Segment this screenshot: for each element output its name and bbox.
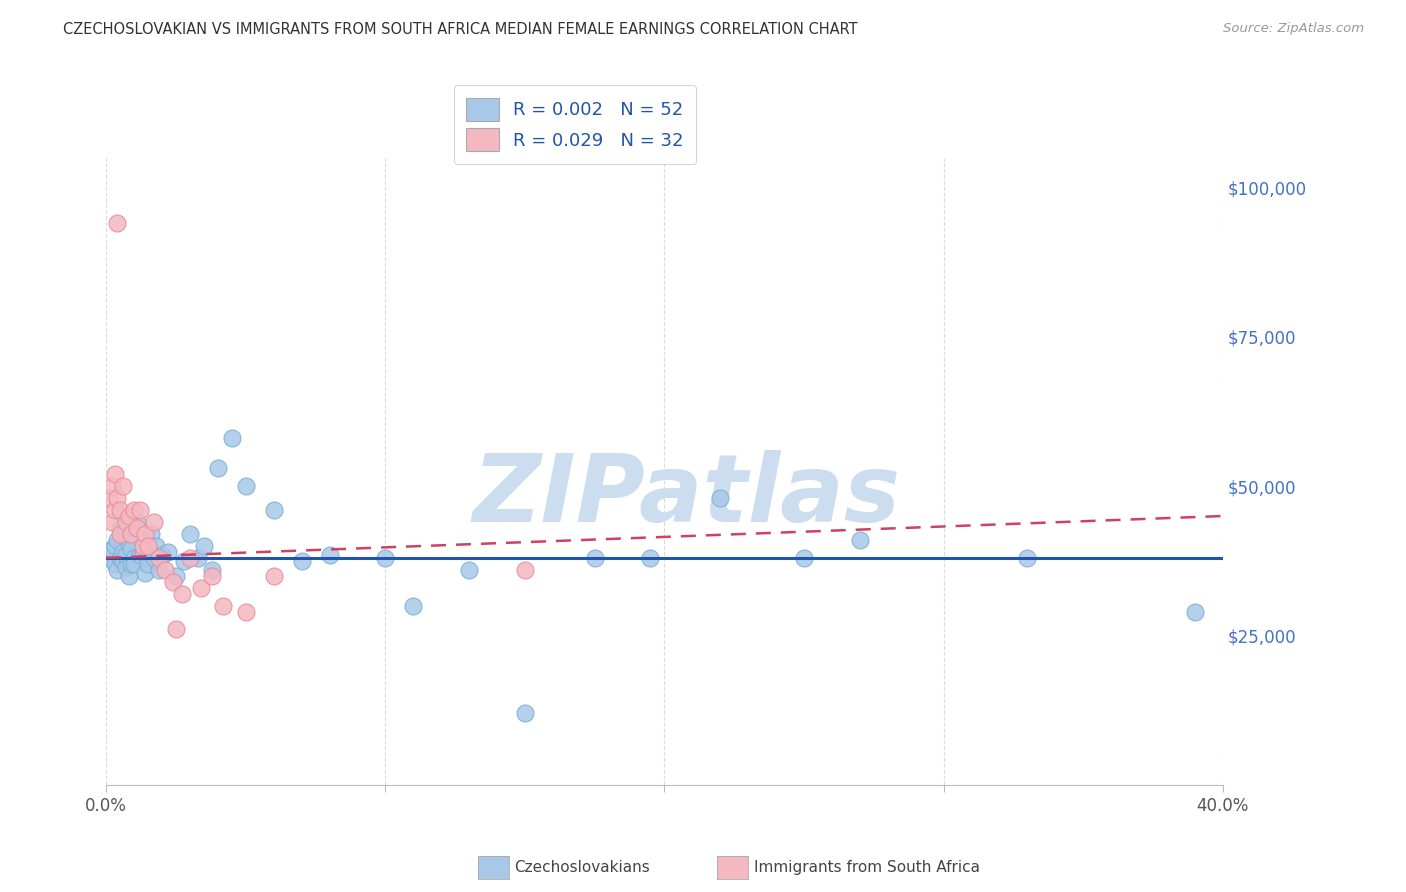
Point — [107, 563, 129, 577]
Point — [120, 557, 142, 571]
Point — [117, 508, 139, 523]
Point — [128, 548, 150, 562]
Point — [131, 545, 153, 559]
Point — [263, 503, 285, 517]
Point — [117, 568, 139, 582]
Point — [120, 527, 142, 541]
Point — [148, 550, 170, 565]
Point — [193, 539, 215, 553]
Point — [101, 515, 124, 529]
Point — [156, 545, 179, 559]
Text: Immigrants from South Africa: Immigrants from South Africa — [754, 861, 980, 875]
Point — [114, 515, 136, 529]
Point — [136, 539, 159, 553]
Point — [179, 527, 201, 541]
Point — [212, 599, 235, 613]
Point — [402, 599, 425, 613]
Point — [165, 623, 187, 637]
Point — [111, 554, 134, 568]
Point — [98, 491, 121, 505]
Point — [1017, 550, 1039, 565]
Point — [173, 554, 195, 568]
Point — [374, 550, 396, 565]
Point — [150, 548, 173, 562]
Point — [122, 557, 145, 571]
Point — [101, 541, 124, 556]
Point — [201, 568, 224, 582]
Point — [142, 515, 165, 529]
Point — [139, 527, 162, 541]
Point — [153, 563, 176, 577]
Point — [513, 563, 536, 577]
Point — [235, 479, 257, 493]
Point — [114, 548, 136, 562]
Point — [583, 550, 606, 565]
Point — [134, 566, 156, 580]
Text: Czechoslovakians: Czechoslovakians — [515, 861, 651, 875]
Point — [120, 541, 142, 556]
Point — [145, 539, 167, 553]
Point — [165, 568, 187, 582]
Point — [122, 550, 145, 565]
Point — [122, 503, 145, 517]
Point — [101, 479, 124, 493]
Point — [128, 503, 150, 517]
Point — [458, 563, 481, 577]
Point — [111, 479, 134, 493]
Point — [513, 706, 536, 720]
Point — [136, 557, 159, 571]
Point — [107, 491, 129, 505]
Point — [190, 581, 212, 595]
Point — [187, 550, 209, 565]
Point — [104, 557, 127, 571]
Point — [291, 554, 314, 568]
Point — [849, 533, 872, 547]
Point — [125, 515, 148, 529]
Point — [263, 568, 285, 582]
Point — [221, 431, 243, 445]
Text: CZECHOSLOVAKIAN VS IMMIGRANTS FROM SOUTH AFRICA MEDIAN FEMALE EARNINGS CORRELATI: CZECHOSLOVAKIAN VS IMMIGRANTS FROM SOUTH… — [63, 22, 858, 37]
Legend: R = 0.002   N = 52, R = 0.029   N = 32: R = 0.002 N = 52, R = 0.029 N = 32 — [454, 86, 696, 164]
Point — [98, 550, 121, 565]
Point — [201, 563, 224, 577]
Point — [108, 521, 131, 535]
Point — [134, 527, 156, 541]
Point — [640, 550, 662, 565]
Point — [117, 536, 139, 550]
Point — [125, 521, 148, 535]
Point — [709, 491, 731, 505]
Point — [179, 550, 201, 565]
Point — [162, 574, 184, 589]
Point — [131, 539, 153, 553]
Point — [104, 467, 127, 482]
Text: Source: ZipAtlas.com: Source: ZipAtlas.com — [1223, 22, 1364, 36]
Point — [142, 550, 165, 565]
Point — [148, 563, 170, 577]
Point — [793, 550, 815, 565]
Point — [170, 587, 193, 601]
Point — [104, 539, 127, 553]
Point — [318, 548, 340, 562]
Point — [104, 503, 127, 517]
Point — [107, 533, 129, 547]
Text: ZIPatlas: ZIPatlas — [472, 450, 901, 542]
Point — [108, 550, 131, 565]
Point — [108, 503, 131, 517]
Point — [235, 605, 257, 619]
Point — [114, 559, 136, 574]
Point — [107, 216, 129, 230]
Point — [108, 527, 131, 541]
Point — [207, 461, 229, 475]
Point — [1184, 605, 1206, 619]
Point — [111, 545, 134, 559]
